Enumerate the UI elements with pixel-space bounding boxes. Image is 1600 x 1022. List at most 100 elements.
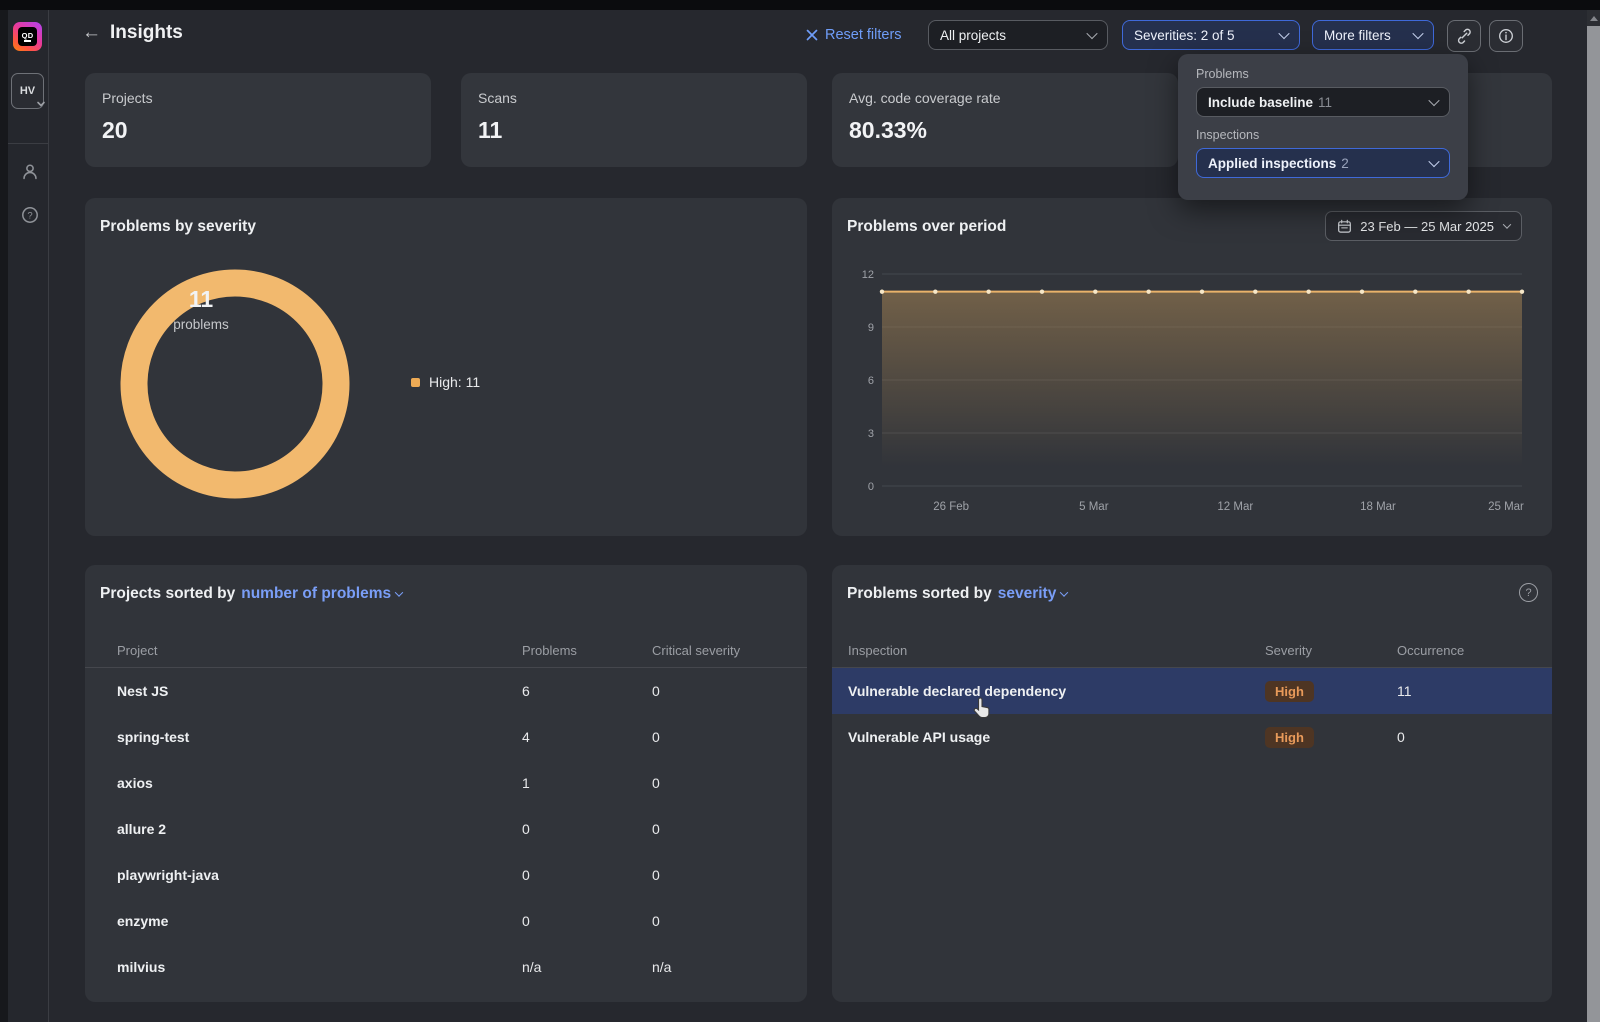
stat-value: 11 [478,117,503,143]
table-row[interactable]: spring-test 4 0 [85,714,807,760]
more-filters-label: More filters [1324,27,1391,43]
column-header: Occurrence [1397,642,1465,658]
stat-label: Scans [478,90,517,106]
panel-title: Problems by severity [100,218,256,235]
problems-by-severity-panel: Problems by severity 11 problems High: 1… [85,198,807,536]
project-name: playwright-java [117,867,219,883]
more-filters-select[interactable]: More filters [1312,20,1434,50]
table-header: Inspection Severity Occurrence [832,633,1552,668]
applied-inspections-count: 2 [1341,155,1349,171]
chevron-down-icon [1428,94,1440,107]
project-filter-value: All projects [940,27,1007,43]
critical-count: 0 [652,867,660,883]
baseline-select[interactable]: Include baseline 11 [1196,87,1450,117]
svg-text:9: 9 [868,322,874,334]
svg-text:5 Mar: 5 Mar [1079,501,1109,513]
sidebar-item-help[interactable]: ? [16,201,44,229]
qodana-logo-glyph: QD [18,27,37,46]
problems-count: 0 [522,913,530,929]
baseline-count: 11 [1318,94,1333,110]
problems-count: 6 [522,683,530,699]
column-header: Severity [1265,642,1312,658]
baseline-value: Include baseline [1208,94,1314,110]
sidebar-item-profile[interactable] [16,158,44,186]
chevron-down-icon [1278,27,1290,40]
stat-label: Avg. code coverage rate [849,90,1001,106]
date-range-select[interactable]: 23 Feb — 25 Mar 2025 [1325,211,1522,241]
problems-table-panel: Problems sorted by severity ? Inspection… [832,565,1552,1002]
more-filters-popup: Problems Include baseline 11 Inspections… [1178,54,1468,200]
projects-table-panel: Projects sorted by number of problems Pr… [85,565,807,1002]
project-name: spring-test [117,729,190,745]
panel-title-prefix: Projects sorted by [100,585,236,602]
svg-text:26 Feb: 26 Feb [933,501,969,513]
table-row[interactable]: milvius n/a n/a [85,944,807,990]
table-row[interactable]: Vulnerable API usage High 0 [832,714,1552,760]
severity-badge: High [1265,726,1314,748]
back-button[interactable]: ← [82,22,101,43]
help-icon[interactable]: ? [1519,583,1538,602]
chevron-down-icon [1412,27,1424,40]
applied-inspections-select[interactable]: Applied inspections 2 [1196,148,1450,178]
critical-count: n/a [652,959,672,975]
project-name: milvius [117,959,166,975]
chevron-down-icon [1428,155,1440,168]
window-left-edge [0,0,8,1022]
link-icon [1457,28,1471,44]
stat-card-projects: Projects 20 [85,73,431,167]
problems-sort-select[interactable]: severity [998,585,1069,603]
project-name: enzyme [117,913,169,929]
problems-over-period-chart: 0 3 6 9 12 26 Feb 5 Mar 12 Mar 18 Mar 25 Mar [844,256,1534,518]
stat-value: 80.33% [849,117,928,143]
problems-count: 0 [522,867,530,883]
table-body: Vulnerable declared dependency High 11 Vu… [832,668,1552,760]
scrollbar-up-arrow[interactable] [1587,10,1600,26]
table-row[interactable]: enzyme 0 0 [85,898,807,944]
project-filter-select[interactable]: All projects [928,20,1108,50]
projects-sort-select[interactable]: number of problems [241,585,404,603]
applied-inspections-value: Applied inspections [1208,155,1337,171]
table-row[interactable]: playwright-java 0 0 [85,852,807,898]
svg-text:3: 3 [868,428,874,440]
question-icon: ? [22,207,38,223]
stat-card-coverage: Avg. code coverage rate 80.33% [832,73,1178,167]
critical-count: 0 [652,683,660,699]
chevron-down-icon [1502,220,1512,229]
problems-filter-label: Problems [1196,67,1249,81]
table-row[interactable]: allure 2 0 0 [85,806,807,852]
inspection-name: Vulnerable API usage [848,729,991,745]
legend-item-high: High: 11 [411,374,480,390]
sidebar-divider [8,143,48,144]
column-header: Critical severity [652,642,741,658]
table-header: Project Problems Critical severity [85,633,807,668]
svg-text:18 Mar: 18 Mar [1360,501,1396,513]
severity-badge: High [1265,680,1314,702]
project-name: Nest JS [117,683,169,699]
problems-over-period-panel: Problems over period 23 Feb — 25 Mar 202… [832,198,1552,536]
scrollbar-thumb[interactable] [1587,26,1600,1022]
sidebar: QD HV ? [8,10,49,1022]
svg-text:0: 0 [868,481,874,493]
severities-filter-value: Severities: 2 of 5 [1134,27,1235,43]
problems-count: 1 [522,775,530,791]
share-link-button[interactable] [1447,20,1481,52]
table-row[interactable]: Nest JS 6 0 [85,668,807,714]
sort-value: number of problems [241,585,392,602]
table-row[interactable]: Vulnerable declared dependency High 11 [832,668,1552,714]
project-name: axios [117,775,153,791]
close-icon [806,29,818,41]
reset-filters-button[interactable]: Reset filters [806,27,902,43]
occurrence-count: 11 [1397,683,1412,699]
inspections-filter-label: Inspections [1196,128,1260,142]
reset-filters-label: Reset filters [825,27,902,43]
chevron-down-icon [1086,27,1098,40]
severities-filter-select[interactable]: Severities: 2 of 5 [1122,20,1300,50]
table-row[interactable]: axios 1 0 [85,760,807,806]
column-header: Inspection [848,642,908,658]
qodana-logo[interactable]: QD [13,22,42,51]
info-button[interactable] [1489,20,1523,52]
svg-text:12 Mar: 12 Mar [1217,501,1253,513]
critical-count: 0 [652,821,660,837]
svg-text:25 Mar: 25 Mar [1488,501,1524,513]
stat-label: Projects [102,90,153,106]
